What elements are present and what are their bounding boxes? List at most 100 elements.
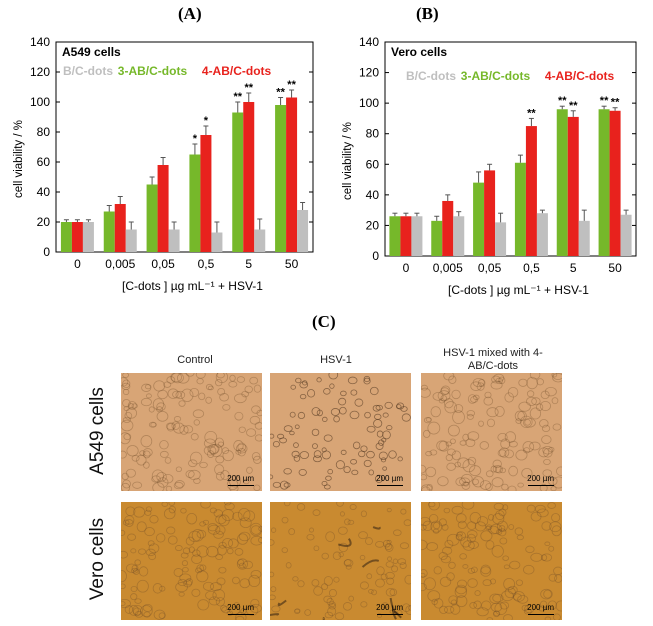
cell (486, 617, 494, 620)
cell (540, 600, 548, 609)
cell (177, 578, 187, 587)
cell (157, 389, 168, 400)
cell (343, 466, 351, 474)
cell (170, 373, 182, 383)
bar-3-ab-c-dots (514, 162, 526, 256)
cell (431, 598, 438, 606)
cell (127, 401, 137, 410)
cell (149, 515, 159, 524)
cell (497, 520, 508, 532)
panel-a-label: (A) (178, 4, 202, 23)
scale-bar-label: 200 µm (376, 474, 403, 483)
cell (497, 449, 507, 457)
cell (386, 539, 392, 545)
cell (445, 454, 453, 462)
cell (196, 529, 207, 539)
cell (313, 450, 322, 459)
cell (371, 589, 377, 596)
plot-frame (384, 41, 637, 257)
cell (504, 449, 515, 459)
cell (229, 374, 236, 382)
cell (216, 577, 226, 586)
cell (141, 383, 152, 392)
cell (144, 509, 152, 516)
cell (382, 430, 391, 440)
cell (322, 416, 328, 422)
cell (461, 502, 475, 510)
cell (251, 405, 261, 414)
cell (515, 418, 522, 424)
cell (454, 461, 462, 468)
cell (222, 404, 231, 411)
cell (174, 480, 185, 488)
cell (246, 605, 259, 616)
cell (343, 559, 354, 568)
cell (165, 422, 176, 431)
cell (203, 438, 217, 449)
cell (478, 379, 486, 387)
cell (494, 465, 504, 474)
cell (203, 445, 217, 456)
cell (172, 422, 185, 434)
cell (490, 523, 502, 535)
cell (216, 373, 225, 379)
cell (161, 502, 169, 507)
cell (426, 483, 433, 491)
cell (476, 607, 489, 617)
significance-marker: ** (287, 79, 296, 91)
cell (474, 590, 481, 597)
cell (448, 375, 457, 384)
cell (349, 504, 357, 510)
cell (147, 540, 155, 547)
cell (289, 430, 295, 436)
cell (470, 396, 479, 403)
cell (246, 428, 257, 437)
cell (182, 547, 191, 555)
cell (366, 573, 373, 580)
bar-b-c-dots (495, 222, 507, 256)
cell (436, 440, 448, 451)
bar-3-ab-c-dots (189, 154, 201, 252)
significance-marker: * (193, 133, 198, 145)
cell (168, 505, 176, 514)
cell (517, 482, 524, 488)
cell (397, 558, 407, 565)
bar-b-c-dots (411, 216, 423, 256)
cell (206, 545, 219, 558)
y-tick-label: 80 (37, 125, 51, 139)
y-tick-label: 80 (366, 127, 380, 141)
cytopathic-streak (322, 617, 325, 620)
y-axis-label: cell viability / % (342, 122, 354, 200)
cell (523, 608, 532, 615)
cell (402, 603, 411, 613)
cell (462, 564, 469, 569)
cell (253, 384, 262, 393)
cell (131, 567, 139, 574)
cell (197, 599, 210, 611)
cell (121, 472, 129, 481)
cell (502, 555, 509, 561)
cell (495, 510, 505, 521)
cell (250, 535, 262, 546)
cell (215, 373, 229, 384)
cell (185, 578, 193, 586)
cell (498, 528, 507, 537)
cell (250, 569, 262, 579)
cell (220, 470, 230, 480)
cell (338, 542, 349, 553)
cell (520, 415, 533, 428)
cell (214, 464, 225, 476)
cell (321, 583, 329, 591)
cell (163, 381, 172, 388)
cell (404, 574, 411, 585)
cell (250, 603, 262, 613)
cell (515, 449, 528, 461)
cell (193, 419, 200, 426)
cell (185, 536, 195, 546)
cell (539, 401, 551, 412)
cell (124, 519, 134, 527)
cell (388, 450, 397, 459)
cell (178, 591, 185, 597)
cell (421, 516, 431, 526)
cell (344, 559, 352, 566)
